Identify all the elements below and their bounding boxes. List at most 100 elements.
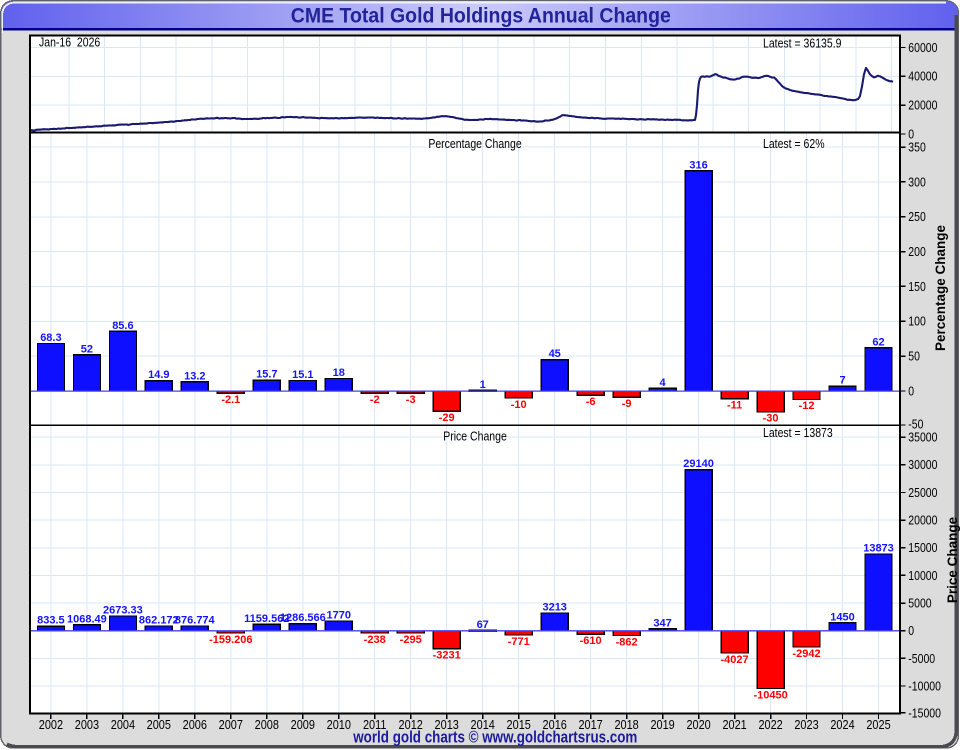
svg-text:833.5: 833.5: [37, 615, 65, 627]
svg-text:-159.206: -159.206: [209, 634, 252, 646]
svg-text:Latest = 13873: Latest = 13873: [763, 427, 833, 440]
svg-text:0: 0: [908, 625, 914, 638]
svg-text:-9: -9: [622, 398, 632, 410]
svg-text:29140: 29140: [683, 458, 714, 470]
svg-text:13.2: 13.2: [184, 370, 205, 382]
svg-text:-10: -10: [511, 399, 527, 411]
svg-text:2022: 2022: [758, 717, 783, 732]
svg-text:-2942: -2942: [792, 648, 820, 660]
svg-text:-30: -30: [763, 413, 779, 425]
svg-text:4: 4: [660, 377, 667, 389]
svg-text:2003: 2003: [75, 717, 100, 732]
svg-text:1450: 1450: [830, 611, 854, 623]
svg-text:40000: 40000: [908, 71, 937, 84]
svg-text:20000: 20000: [908, 100, 937, 113]
svg-text:2016: 2016: [543, 717, 568, 732]
svg-text:-2.1: -2.1: [221, 394, 240, 406]
svg-text:15.1: 15.1: [292, 369, 313, 381]
svg-text:-4027: -4027: [721, 654, 749, 666]
svg-text:150: 150: [908, 281, 926, 294]
svg-text:0: 0: [908, 129, 914, 142]
svg-text:45: 45: [549, 348, 561, 360]
svg-text:Price Change: Price Change: [443, 431, 507, 444]
svg-text:0: 0: [908, 386, 914, 399]
svg-text:18: 18: [333, 367, 345, 379]
svg-text:-771: -771: [508, 636, 530, 648]
svg-text:876.774: 876.774: [175, 615, 216, 627]
svg-text:14.9: 14.9: [148, 369, 169, 381]
svg-text:7: 7: [839, 375, 845, 387]
svg-text:2015: 2015: [507, 717, 532, 732]
svg-text:Jan-16 2026: Jan-16 2026: [39, 37, 100, 50]
svg-text:-10000: -10000: [908, 681, 941, 694]
svg-text:1286.566: 1286.566: [280, 612, 326, 624]
svg-text:50: 50: [908, 351, 920, 364]
svg-text:30000: 30000: [908, 459, 937, 472]
svg-text:-295: -295: [400, 634, 422, 646]
svg-text:15000: 15000: [908, 542, 937, 555]
svg-text:-610: -610: [580, 635, 602, 647]
svg-text:-50: -50: [908, 419, 923, 432]
svg-text:2673.33: 2673.33: [103, 605, 143, 617]
svg-text:Percentage Change: Percentage Change: [428, 138, 521, 151]
svg-text:3213: 3213: [542, 602, 566, 614]
svg-text:-5000: -5000: [908, 653, 935, 666]
svg-text:2012: 2012: [399, 717, 424, 732]
svg-text:-10450: -10450: [753, 689, 787, 701]
svg-text:2013: 2013: [435, 717, 460, 732]
svg-text:5000: 5000: [908, 598, 931, 611]
svg-text:2006: 2006: [183, 717, 208, 732]
svg-text:-2: -2: [370, 394, 380, 406]
svg-text:2010: 2010: [327, 717, 352, 732]
svg-text:2009: 2009: [291, 717, 316, 732]
svg-text:CME Total Gold Holdings Annual: CME Total Gold Holdings Annual Change: [291, 3, 671, 27]
svg-text:2007: 2007: [219, 717, 244, 732]
svg-text:-862: -862: [616, 636, 638, 648]
svg-text:2024: 2024: [830, 717, 855, 732]
svg-text:2008: 2008: [255, 717, 280, 732]
svg-text:250: 250: [908, 211, 926, 224]
svg-text:2011: 2011: [363, 717, 387, 732]
svg-text:2002: 2002: [39, 717, 64, 732]
svg-text:52: 52: [81, 343, 93, 355]
svg-text:2025: 2025: [866, 717, 891, 732]
svg-text:200: 200: [908, 246, 926, 259]
svg-text:Latest = 36135.9: Latest = 36135.9: [763, 38, 841, 51]
svg-text:2017: 2017: [578, 717, 603, 732]
svg-text:60000: 60000: [908, 42, 937, 55]
svg-text:2023: 2023: [794, 717, 819, 732]
svg-text:Latest = 62%: Latest = 62%: [763, 138, 825, 151]
svg-text:-3231: -3231: [433, 649, 461, 661]
svg-text:862.172: 862.172: [139, 615, 179, 627]
svg-text:100: 100: [908, 316, 926, 329]
svg-text:-3: -3: [406, 394, 416, 406]
svg-text:1: 1: [480, 379, 486, 391]
svg-text:35000: 35000: [908, 432, 937, 445]
svg-text:13873: 13873: [863, 543, 894, 555]
svg-text:Percentage Change: Percentage Change: [933, 224, 948, 351]
svg-text:2014: 2014: [471, 717, 496, 732]
svg-text:68.3: 68.3: [40, 332, 61, 344]
svg-text:-11: -11: [727, 400, 742, 412]
svg-text:62: 62: [872, 336, 884, 348]
svg-text:20000: 20000: [908, 515, 937, 528]
svg-text:15.7: 15.7: [256, 369, 277, 381]
svg-text:2020: 2020: [686, 717, 711, 732]
svg-text:300: 300: [908, 177, 926, 190]
svg-text:world gold charts © www.goldch: world gold charts © www.goldchartsrus.co…: [352, 728, 637, 747]
svg-text:Price Change: Price Change: [945, 516, 960, 603]
svg-text:1770: 1770: [327, 610, 351, 622]
svg-text:2005: 2005: [147, 717, 172, 732]
svg-text:2004: 2004: [111, 717, 136, 732]
svg-text:2021: 2021: [722, 717, 747, 732]
svg-text:347: 347: [653, 617, 671, 629]
svg-text:10000: 10000: [908, 570, 937, 583]
svg-text:-6: -6: [586, 396, 596, 408]
svg-text:2018: 2018: [614, 717, 639, 732]
svg-text:316: 316: [689, 159, 707, 171]
svg-text:67: 67: [477, 619, 489, 631]
svg-text:1068.49: 1068.49: [67, 613, 107, 625]
svg-text:-29: -29: [439, 412, 455, 424]
svg-text:1159.562: 1159.562: [244, 613, 289, 625]
svg-text:85.6: 85.6: [112, 320, 133, 332]
